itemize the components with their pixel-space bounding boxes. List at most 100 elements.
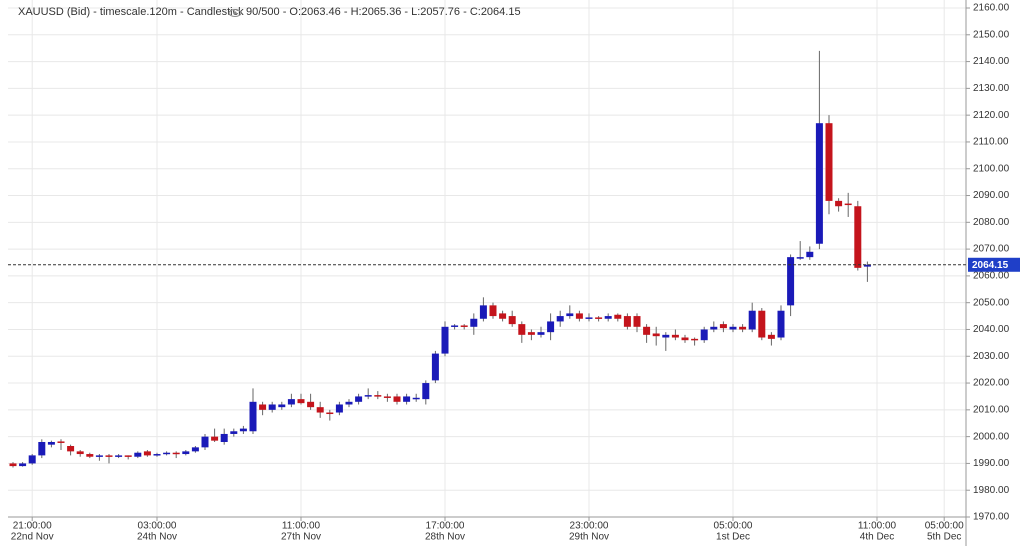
candle-body	[47, 441, 55, 445]
candle-body	[470, 318, 478, 327]
candle-body	[153, 454, 161, 456]
candle-body	[566, 313, 574, 317]
y-tick-label: 2030.00	[973, 351, 1010, 362]
candle-body	[748, 310, 756, 330]
candles	[9, 50, 871, 468]
candle-body	[403, 396, 411, 402]
y-tick-label: 2160.00	[973, 3, 1010, 14]
candle-body	[431, 353, 439, 381]
candle-body	[537, 332, 545, 335]
x-tick-date: 22nd Nov	[11, 532, 54, 543]
y-tick-label: 2060.00	[973, 271, 1010, 282]
x-tick-date: 29th Nov	[569, 532, 609, 543]
candle-body	[422, 383, 430, 400]
candle-body	[643, 326, 651, 335]
candle-body	[691, 338, 699, 341]
candle-body	[383, 396, 391, 398]
candle-body	[844, 203, 852, 206]
x-tick-date: 5th Dec	[927, 532, 961, 543]
candle-body	[825, 123, 833, 201]
last-price-label: 2064.15	[972, 260, 1009, 271]
x-tick-label: 11:00:00	[858, 521, 897, 532]
x-tick-date: 24th Nov	[137, 532, 177, 543]
candle-body	[815, 123, 823, 244]
candle-body	[671, 334, 679, 338]
candle-body	[479, 305, 487, 319]
candle-body	[556, 316, 564, 322]
candle-body	[441, 326, 449, 354]
candle-body	[115, 455, 123, 457]
candle-body	[710, 326, 718, 330]
candle-body	[67, 446, 75, 452]
candle-body	[124, 455, 132, 457]
y-tick-label: 1980.00	[973, 485, 1010, 496]
candle-body	[163, 452, 171, 455]
candle-body	[595, 317, 603, 319]
candle-body	[499, 313, 507, 319]
y-tick-label: 2050.00	[973, 297, 1010, 308]
candle-body	[604, 316, 612, 319]
candle-body	[335, 404, 343, 413]
candle-body	[508, 316, 516, 325]
candle-body	[806, 251, 814, 258]
candle-body	[19, 463, 27, 467]
candle-body	[307, 401, 315, 408]
y-tick-label: 2130.00	[973, 83, 1010, 94]
candle-body	[268, 404, 276, 410]
candle-body	[143, 451, 151, 456]
y-tick-label: 1990.00	[973, 458, 1010, 469]
x-tick-date: 27th Nov	[281, 532, 321, 543]
x-tick-label: 17:00:00	[426, 521, 465, 532]
candle-body	[239, 428, 247, 432]
candle-body	[211, 436, 219, 441]
candle-body	[278, 404, 286, 408]
candle-body	[105, 455, 113, 457]
x-tick-date: 1st Dec	[716, 532, 750, 543]
x-tick-label: 05:00:00	[714, 521, 753, 532]
candle-body	[739, 326, 747, 330]
candle-body	[451, 325, 459, 327]
candle-body	[652, 333, 660, 337]
candle-body	[623, 316, 631, 327]
candle-body	[700, 329, 708, 341]
candle-body	[854, 206, 862, 268]
candle-body	[374, 395, 382, 397]
y-tick-label: 2150.00	[973, 29, 1010, 40]
candle-body	[86, 454, 94, 457]
y-tick-label: 2000.00	[973, 431, 1010, 442]
y-tick-label: 2100.00	[973, 163, 1010, 174]
candle-body	[681, 337, 689, 341]
candle-body	[719, 324, 727, 329]
candle-body	[758, 310, 766, 338]
grid	[8, 0, 966, 518]
candle-body	[95, 455, 103, 457]
candle-body	[326, 412, 334, 415]
candle-body	[527, 332, 535, 335]
x-tick-date: 4th Dec	[860, 532, 894, 543]
candle-body	[249, 401, 257, 432]
candle-body	[662, 334, 670, 338]
candle-body	[76, 451, 84, 455]
y-tick-label: 2010.00	[973, 404, 1010, 415]
x-tick-label: 23:00:00	[570, 521, 609, 532]
candle-body	[777, 310, 785, 338]
y-tick-label: 2070.00	[973, 244, 1010, 255]
candle-body	[364, 395, 372, 397]
candle-body	[172, 452, 180, 455]
candle-body	[345, 401, 353, 405]
candle-body	[38, 441, 46, 456]
candle-body	[182, 451, 190, 455]
y-tick-label: 1970.00	[973, 512, 1010, 523]
candle-body	[316, 407, 324, 413]
candle-body	[28, 455, 36, 464]
y-tick-label: 2020.00	[973, 378, 1010, 389]
candle-body	[297, 399, 305, 404]
candle-body	[767, 334, 775, 339]
candle-body	[57, 441, 65, 443]
candle-body	[134, 452, 142, 457]
candle-body	[835, 200, 843, 207]
candle-body	[489, 305, 497, 317]
candle-body	[201, 436, 209, 448]
candle-body	[230, 431, 238, 434]
